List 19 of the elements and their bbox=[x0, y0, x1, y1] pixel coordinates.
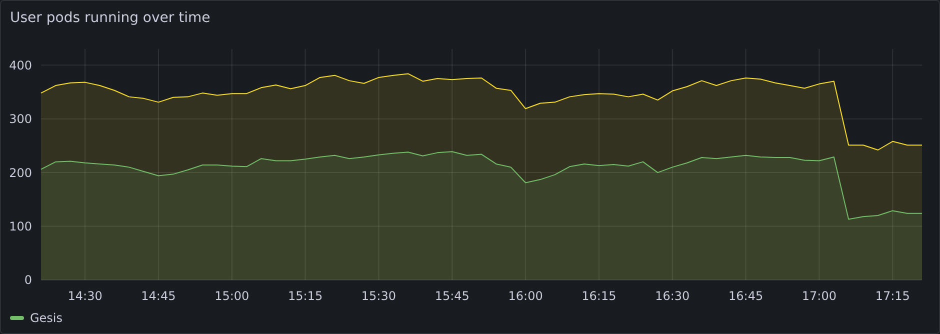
x-tick-label: 15:30 bbox=[361, 289, 396, 303]
x-tick-label: 15:45 bbox=[434, 289, 470, 303]
y-tick-label: 100 bbox=[9, 219, 32, 234]
chart-title: User pods running over time bbox=[10, 10, 210, 26]
x-tick-label: 17:00 bbox=[802, 289, 837, 303]
x-tick-label: 16:15 bbox=[582, 289, 616, 303]
x-tick-label: 15:00 bbox=[214, 289, 250, 303]
legend-label: Gesis bbox=[30, 311, 63, 325]
x-tick-label: 17:15 bbox=[875, 289, 910, 303]
x-tick-label: 16:45 bbox=[728, 289, 764, 303]
y-tick-label: 0 bbox=[24, 273, 32, 288]
x-tick-label: 14:30 bbox=[68, 289, 102, 303]
y-tick-label: 200 bbox=[9, 166, 32, 180]
y-tick-label: 300 bbox=[9, 112, 32, 126]
x-tick-label: 16:00 bbox=[508, 289, 543, 303]
x-tick-label: 16:30 bbox=[655, 289, 690, 303]
x-tick-label: 15:15 bbox=[288, 289, 323, 303]
x-tick-label: 14:45 bbox=[141, 289, 176, 303]
y-tick-label: 400 bbox=[9, 58, 32, 72]
